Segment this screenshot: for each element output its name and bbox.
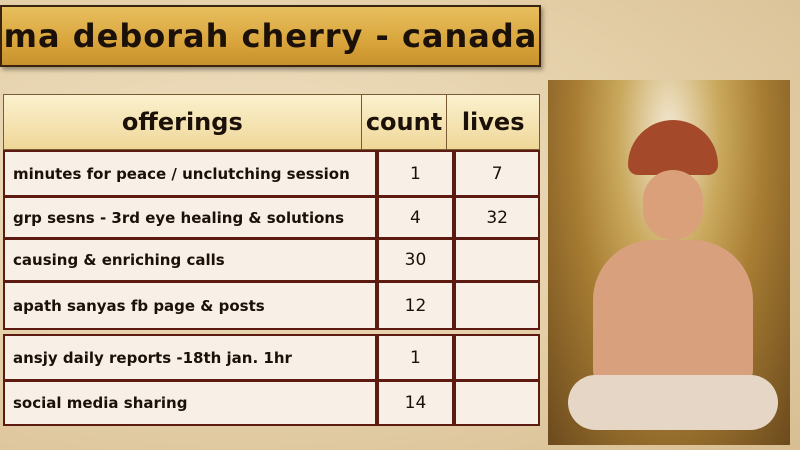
offering-label: grp sesns - 3rd eye healing & solutions: [5, 198, 375, 237]
lives-cell: 7: [456, 152, 538, 195]
offering-label: causing & enriching calls: [5, 240, 375, 280]
table-header: offerings count lives: [3, 94, 540, 150]
title-banner: ma deborah cherry - canada: [0, 5, 541, 67]
lives-cell: [456, 382, 538, 424]
face: [643, 170, 703, 240]
lives-cell: [456, 336, 538, 379]
body: [593, 240, 753, 390]
offering-label: ansjy daily reports -18th jan. 1hr: [5, 336, 375, 379]
crossed-legs: [568, 375, 778, 430]
offering-label: apath sanyas fb page & posts: [5, 283, 375, 328]
turban: [628, 120, 718, 175]
table-group-2: ansjy daily reports -18th jan. 1hr 1 soci…: [3, 334, 540, 426]
table-row: ansjy daily reports -18th jan. 1hr 1: [5, 336, 538, 379]
header-offerings: offerings: [4, 95, 362, 149]
lives-cell: [456, 240, 538, 280]
lives-cell: 32: [456, 198, 538, 237]
table-row: social media sharing 14: [5, 382, 538, 424]
count-cell: 30: [378, 240, 453, 280]
table-row: causing & enriching calls 30: [5, 240, 538, 280]
slide-title: ma deborah cherry - canada: [3, 17, 538, 55]
count-cell: 12: [378, 283, 453, 328]
header-lives: lives: [461, 108, 525, 136]
table-row: apath sanyas fb page & posts 12: [5, 283, 538, 328]
count-cell: 1: [378, 336, 453, 379]
table-group-1: minutes for peace / unclutching session 1…: [3, 150, 540, 330]
count-cell: 4: [378, 198, 453, 237]
offering-label: social media sharing: [5, 382, 375, 424]
offering-label: minutes for peace / unclutching session: [5, 152, 375, 195]
lives-cell: [456, 283, 538, 328]
count-cell: 14: [378, 382, 453, 424]
count-cell: 1: [378, 152, 453, 195]
seated-guru-photo: [548, 80, 790, 445]
table-row: grp sesns - 3rd eye healing & solutions 4…: [5, 198, 538, 237]
header-count: count: [362, 95, 448, 149]
table-row: minutes for peace / unclutching session 1…: [5, 152, 538, 195]
